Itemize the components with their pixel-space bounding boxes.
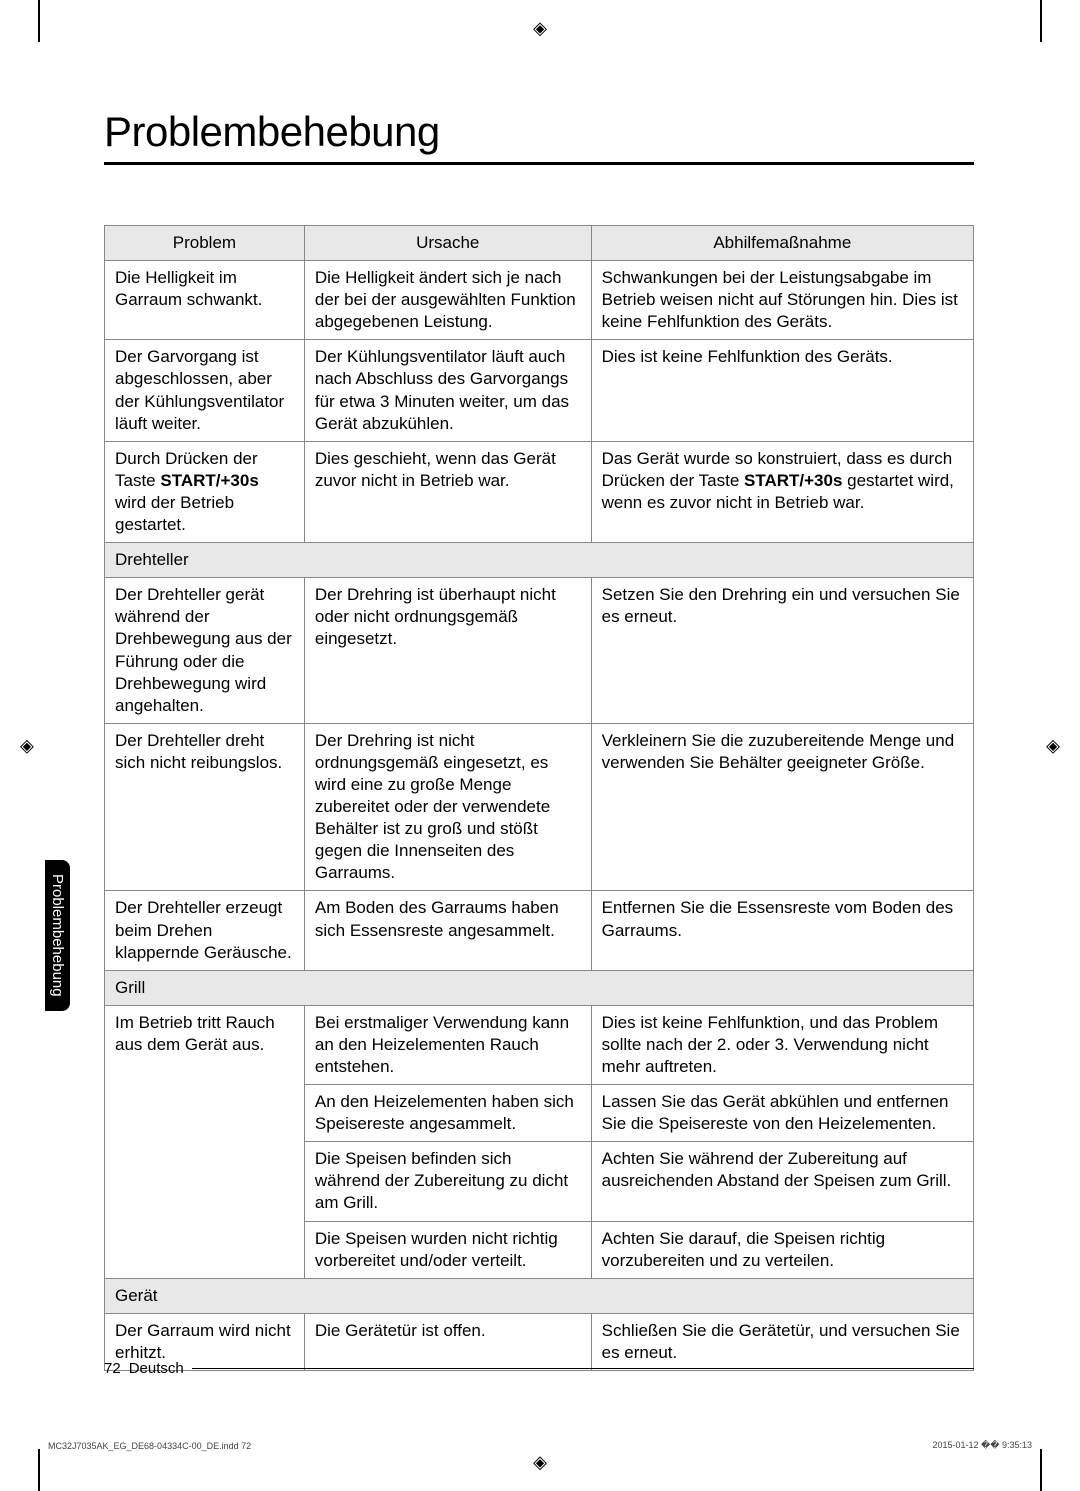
table-row: Im Betrieb tritt Rauch aus dem Gerät aus… xyxy=(105,1005,974,1084)
crop-mark xyxy=(38,1449,40,1491)
cell-cause: Die Speisen befinden sich während der Zu… xyxy=(304,1142,591,1221)
page-content: Problembehebung Problem Ursache Abhilfem… xyxy=(104,108,974,1371)
section-label: Gerät xyxy=(105,1278,974,1313)
cell-remedy: Achten Sie darauf, die Speisen richtig v… xyxy=(591,1221,973,1278)
cell-cause: Die Helligkeit ändert sich je nach der b… xyxy=(304,261,591,340)
cell-cause: Der Kühlungsventilator läuft auch nach A… xyxy=(304,340,591,441)
cell-remedy: Setzen Sie den Drehring ein und versuche… xyxy=(591,578,973,724)
crop-mark xyxy=(1040,0,1042,42)
cell-cause: Dies geschieht, wenn das Gerät zuvor nic… xyxy=(304,441,591,542)
table-header-row: Problem Ursache Abhilfemaßnahme xyxy=(105,226,974,261)
cell-remedy: Entfernen Sie die Essensreste vom Boden … xyxy=(591,891,973,970)
cell-cause: Bei erstmaliger Verwendung kann an den H… xyxy=(304,1005,591,1084)
cell-cause: Die Speisen wurden nicht richtig vorbere… xyxy=(304,1221,591,1278)
page-footer: 72 Deutsch xyxy=(104,1360,974,1377)
table-row: Der Drehteller dreht sich nicht reibungs… xyxy=(105,723,974,891)
registration-mark-icon: ◈ xyxy=(1046,735,1060,756)
cell-problem: Der Garvorgang ist abgeschlossen, aber d… xyxy=(105,340,305,441)
cell-remedy: Achten Sie während der Zubereitung auf a… xyxy=(591,1142,973,1221)
cell-remedy: Dies ist keine Fehlfunktion, und das Pro… xyxy=(591,1005,973,1084)
cell-remedy: Das Gerät wurde so konstruiert, dass es … xyxy=(591,441,973,542)
crop-mark xyxy=(38,0,40,42)
table-row: Der Drehteller gerät während der Drehbew… xyxy=(105,578,974,724)
th-problem: Problem xyxy=(105,226,305,261)
cell-cause: Der Drehring ist überhaupt nicht oder ni… xyxy=(304,578,591,724)
section-row: Gerät xyxy=(105,1278,974,1313)
cell-remedy: Verkleinern Sie die zuzubereitende Menge… xyxy=(591,723,973,891)
crop-mark xyxy=(1040,1449,1042,1491)
cell-cause: An den Heizelementen haben sich Speisere… xyxy=(304,1085,591,1142)
section-row: Grill xyxy=(105,970,974,1005)
th-remedy: Abhilfemaßnahme xyxy=(591,226,973,261)
cell-problem: Der Drehteller erzeugt beim Drehen klapp… xyxy=(105,891,305,970)
footer-rule xyxy=(192,1368,974,1369)
cell-problem: Im Betrieb tritt Rauch aus dem Gerät aus… xyxy=(105,1005,305,1278)
page-number: 72 xyxy=(104,1360,121,1377)
troubleshoot-table: Problem Ursache Abhilfemaßnahme Die Hell… xyxy=(104,225,974,1371)
section-label: Grill xyxy=(105,970,974,1005)
page-lang: Deutsch xyxy=(129,1360,184,1377)
cell-problem: Durch Drücken der Taste START/+30s wird … xyxy=(105,441,305,542)
cell-cause: Der Drehring ist nicht ordnungsgemäß ein… xyxy=(304,723,591,891)
page-title: Problembehebung xyxy=(104,108,974,165)
print-timestamp: 2015-01-12 �� 9:35:13 xyxy=(932,1440,1032,1451)
cell-remedy: Dies ist keine Fehlfunktion des Geräts. xyxy=(591,340,973,441)
section-row: Drehteller xyxy=(105,543,974,578)
table-row: Durch Drücken der Taste START/+30s wird … xyxy=(105,441,974,542)
section-label: Drehteller xyxy=(105,543,974,578)
th-cause: Ursache xyxy=(304,226,591,261)
cell-problem: Die Helligkeit im Garraum schwankt. xyxy=(105,261,305,340)
side-tab: Problembehebung xyxy=(45,860,70,1011)
registration-mark-icon: ◈ xyxy=(533,1452,547,1473)
cell-remedy: Schwankungen bei der Leistungsabgabe im … xyxy=(591,261,973,340)
print-filename: MC32J7035AK_EG_DE68-04334C-00_DE.indd 72 xyxy=(48,1441,251,1451)
cell-problem: Der Drehteller gerät während der Drehbew… xyxy=(105,578,305,724)
cell-problem: Der Drehteller dreht sich nicht reibungs… xyxy=(105,723,305,891)
registration-mark-icon: ◈ xyxy=(533,18,547,39)
table-row: Der Garvorgang ist abgeschlossen, aber d… xyxy=(105,340,974,441)
registration-mark-icon: ◈ xyxy=(20,735,34,756)
cell-cause: Am Boden des Garraums haben sich Essensr… xyxy=(304,891,591,970)
table-row: Die Helligkeit im Garraum schwankt.Die H… xyxy=(105,261,974,340)
table-row: Der Drehteller erzeugt beim Drehen klapp… xyxy=(105,891,974,970)
cell-remedy: Lassen Sie das Gerät abkühlen und entfer… xyxy=(591,1085,973,1142)
